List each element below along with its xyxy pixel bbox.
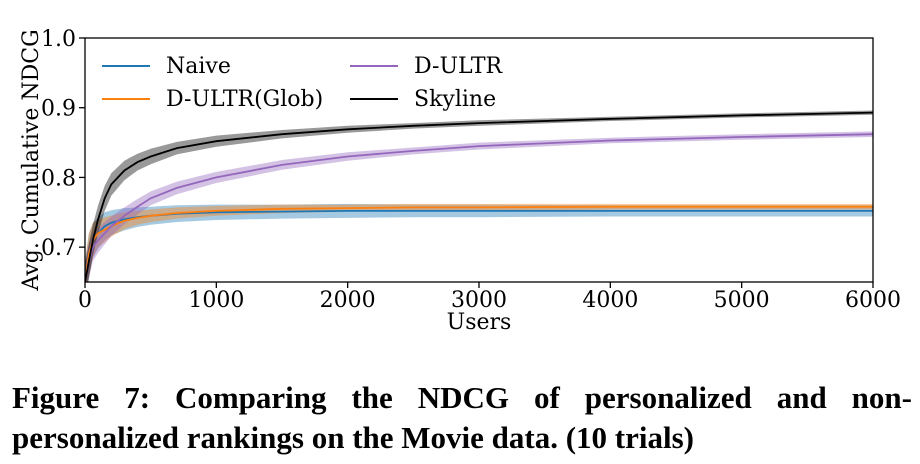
legend-label-d-ultr-glob: D-ULTR(Glob) xyxy=(166,87,323,112)
line-skyline xyxy=(85,111,873,282)
legend-label-d-ultr: D-ULTR xyxy=(414,54,504,79)
y-axis-label: Avg. Cumulative NDCG xyxy=(19,29,44,291)
x-tick-label: 2000 xyxy=(320,288,376,313)
x-tick-label: 5000 xyxy=(714,288,770,313)
x-tick-label: 3000 xyxy=(451,288,507,313)
y-tick-label: 1.0 xyxy=(41,27,76,52)
y-tick-label: 0.7 xyxy=(41,236,76,261)
y-tick-label: 0.9 xyxy=(41,97,76,122)
ndcg-line-chart: 0 1000 2000 3000 4000 5000 6000 0.7 0.8 0.9 1.0 U… xyxy=(19,27,901,335)
legend: Naive D-ULTR(Glob) D-ULTR Skyline xyxy=(102,54,504,112)
x-tick-label: 1000 xyxy=(188,288,244,313)
legend-label-naive: Naive xyxy=(166,54,231,79)
x-tick-label: 0 xyxy=(78,288,92,313)
x-axis-label: Users xyxy=(447,310,512,335)
band-d-ultr-glob xyxy=(85,203,873,282)
x-tick-label: 6000 xyxy=(845,288,901,313)
band-d-ultr xyxy=(85,131,873,282)
line-naive xyxy=(85,209,873,282)
legend-label-skyline: Skyline xyxy=(414,87,496,112)
y-tick-label: 0.8 xyxy=(41,166,76,191)
figure-caption: Figure 7: Comparing the NDCG of personal… xyxy=(12,380,912,455)
line-d-ultr-glob xyxy=(85,205,873,282)
x-tick-label: 4000 xyxy=(582,288,638,313)
line-d-ultr xyxy=(85,133,873,282)
